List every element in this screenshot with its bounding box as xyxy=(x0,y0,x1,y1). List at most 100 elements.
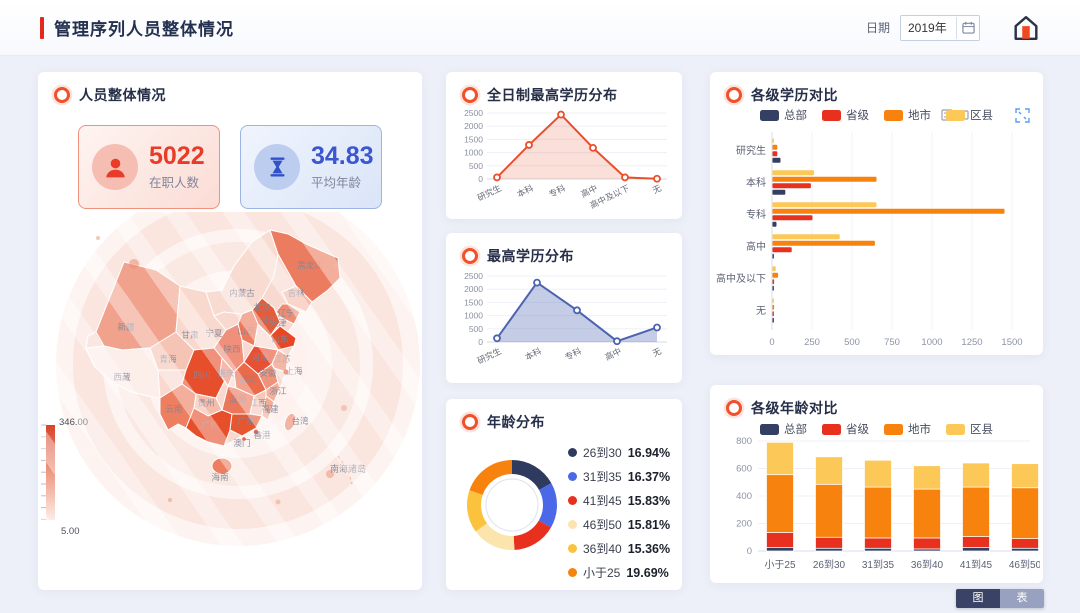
education-comparison-legend: 总部 省级 地市 区县 xyxy=(710,107,1043,123)
panel-header: 人员整体情况 xyxy=(38,72,422,105)
svg-text:2000: 2000 xyxy=(464,284,483,294)
panel-age-distribution: 年龄分布 26到30 16.94% 31到35 16.37% 41到45 15.83% 46… xyxy=(446,399,682,590)
panel-title: 人员整体情况 xyxy=(79,87,166,103)
china-map: 新疆 西藏 青海 甘肃 宁夏 内蒙古 黑龙江 吉林 辽宁 北京 河北 天津 山西 山东 陕西 河南 江苏 上海 安徽… xyxy=(38,212,422,587)
date-input[interactable]: 2019年 xyxy=(900,14,980,41)
stat-card-headcount: 5022 在职人数 xyxy=(78,125,220,209)
age-distribution-legend: 26到30 16.94% 31到35 16.37% 41到45 15.83% 46到50 15… xyxy=(568,444,670,588)
svg-text:新疆: 新疆 xyxy=(117,322,135,332)
svg-text:无: 无 xyxy=(756,306,766,317)
legend-swatch xyxy=(884,423,903,435)
donut-legend-item[interactable]: 41到45 15.83% xyxy=(568,492,670,509)
svg-text:陕西: 陕西 xyxy=(223,344,240,354)
legend-item-地市[interactable]: 地市 xyxy=(884,421,931,437)
svg-text:500: 500 xyxy=(844,337,860,348)
age-comparison-legend: 总部 省级 地市 区县 xyxy=(710,421,1043,437)
svg-text:台湾: 台湾 xyxy=(291,416,309,426)
svg-text:专科: 专科 xyxy=(563,346,583,363)
legend-label: 地市 xyxy=(908,424,931,436)
fullscreen-expand-icon[interactable] xyxy=(1015,108,1030,123)
svg-text:1000: 1000 xyxy=(921,337,942,348)
panel-highest-education: 最高学历分布 0 500 1000 1500 2000 2500 研究生 本科 专科 高中 无 xyxy=(446,233,682,383)
legend-label: 省级 xyxy=(846,110,869,122)
svg-text:内蒙古: 内蒙古 xyxy=(229,288,255,298)
svg-text:研究生: 研究生 xyxy=(476,346,504,366)
svg-text:湖北: 湖北 xyxy=(239,374,257,384)
panel-header: 各级年龄对比 xyxy=(710,385,1043,418)
svg-text:800: 800 xyxy=(736,437,752,447)
svg-text:安徽: 安徽 xyxy=(259,368,277,378)
title-accent-bar xyxy=(40,16,44,39)
chart-view-button[interactable]: 图 xyxy=(956,589,1000,608)
svg-text:天津: 天津 xyxy=(269,318,287,328)
highest-education-line-chart: 0 500 1000 1500 2000 2500 研究生 本科 专科 高中 无 xyxy=(451,268,677,381)
svg-text:吉林: 吉林 xyxy=(287,288,305,298)
table-view-button[interactable]: 表 xyxy=(1000,589,1044,608)
stat-label-average-age: 平均年龄 xyxy=(311,176,362,191)
date-value: 2019年 xyxy=(908,21,947,35)
svg-text:青海: 青海 xyxy=(159,354,177,364)
svg-text:河南: 河南 xyxy=(251,352,268,362)
svg-text:41到45: 41到45 xyxy=(960,559,993,571)
stat-value-average-age: 34.83 xyxy=(311,141,374,170)
age-comparison-stacked-chart: 0 200 400 600 800 小于25 26到30 31到35 36到40 41到45 46到… xyxy=(714,436,1041,588)
svg-text:宁夏: 宁夏 xyxy=(205,328,223,338)
donut-legend-item[interactable]: 36到40 15.36% xyxy=(568,540,670,557)
svg-text:346.00: 346.00 xyxy=(59,417,88,428)
svg-text:贵州: 贵州 xyxy=(197,398,214,408)
svg-text:本科: 本科 xyxy=(746,176,766,189)
legend-value: 15.36% xyxy=(627,541,671,556)
donut-legend-item[interactable]: 31到35 16.37% xyxy=(568,468,670,485)
legend-item-地市[interactable]: 地市 xyxy=(884,107,931,123)
stat-cards: 5022 在职人数 34.83 平均年龄 xyxy=(38,122,422,212)
panel-title: 年龄分布 xyxy=(487,414,545,430)
legend-item-总部[interactable]: 总部 xyxy=(760,107,807,123)
svg-text:1500: 1500 xyxy=(1001,337,1022,348)
svg-text:无: 无 xyxy=(651,183,663,196)
donut-legend-item[interactable]: 46到50 15.81% xyxy=(568,516,670,533)
svg-text:无: 无 xyxy=(651,346,663,359)
legend-dot xyxy=(568,472,577,481)
svg-text:香港: 香港 xyxy=(253,430,271,440)
svg-text:本科: 本科 xyxy=(523,346,543,363)
fulltime_education-svg: 05001000150020002500研究生 本科 专科 高中高中及以下无 xyxy=(464,108,667,210)
bullet-icon xyxy=(462,248,478,264)
svg-text:500: 500 xyxy=(469,324,483,334)
legend-label: 区县 xyxy=(970,110,993,122)
legend-swatch xyxy=(760,109,779,121)
legend-value: 15.83% xyxy=(627,493,671,508)
home-icon xyxy=(1014,15,1038,40)
legend-item-区县[interactable]: 区县 xyxy=(946,421,993,437)
page-title: 管理序列人员整体情况 xyxy=(54,20,234,39)
svg-text:36到40: 36到40 xyxy=(911,559,944,571)
donut-legend-item[interactable]: 小于25 19.69% xyxy=(568,564,670,581)
panel-header: 全日制最高学历分布 xyxy=(446,72,682,105)
svg-text:250: 250 xyxy=(804,337,820,348)
svg-text:研究生: 研究生 xyxy=(736,144,766,157)
calendar-icon[interactable] xyxy=(956,16,979,39)
panel-title: 最高学历分布 xyxy=(487,248,574,264)
legend-label: 小于25 xyxy=(583,566,621,580)
legend-item-区县[interactable]: 区县 xyxy=(946,107,993,123)
legend-item-总部[interactable]: 总部 xyxy=(760,421,807,437)
legend-value: 16.37% xyxy=(627,469,671,484)
home-button[interactable] xyxy=(1008,11,1044,45)
bullet-icon xyxy=(462,87,478,103)
legend-item-省级[interactable]: 省级 xyxy=(822,107,869,123)
legend-label: 省级 xyxy=(846,424,869,436)
svg-text:200: 200 xyxy=(736,519,752,530)
donut-legend-item[interactable]: 26到30 16.94% xyxy=(568,444,670,461)
svg-text:0: 0 xyxy=(478,337,483,347)
svg-text:甘肃: 甘肃 xyxy=(181,330,199,340)
legend-value: 16.94% xyxy=(627,445,671,460)
legend-dot xyxy=(568,568,577,577)
svg-text:南海诸岛: 南海诸岛 xyxy=(330,463,366,474)
svg-text:上海: 上海 xyxy=(285,366,303,376)
svg-text:江西: 江西 xyxy=(249,398,266,408)
legend-item-省级[interactable]: 省级 xyxy=(822,421,869,437)
legend-swatch xyxy=(760,423,779,435)
legend-swatch xyxy=(822,423,841,435)
svg-text:广西: 广西 xyxy=(201,420,218,430)
svg-text:北京: 北京 xyxy=(253,302,270,312)
panel-overview: 人员整体情况 5022 在职人数 34.83 平均年龄 xyxy=(38,72,422,590)
